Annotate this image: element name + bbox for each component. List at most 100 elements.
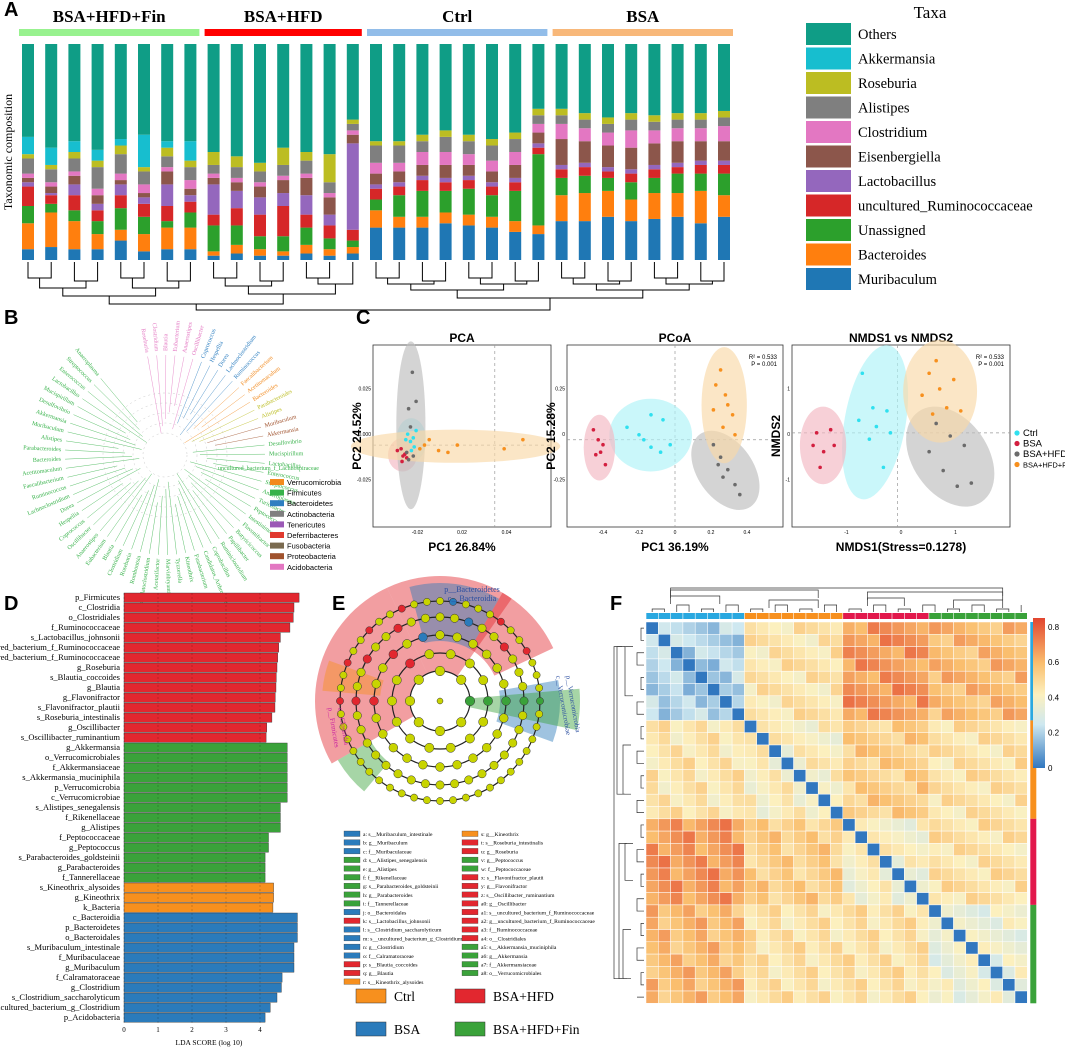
heatmap-cell	[682, 855, 696, 869]
heatmap-cell	[744, 757, 757, 770]
bar-segment	[439, 164, 452, 178]
bar-segment	[138, 251, 150, 260]
heatmap-cell	[682, 646, 696, 660]
heatmap-cell	[756, 658, 770, 672]
y-tick-label: 0.25	[555, 387, 565, 393]
heatmap-cell	[793, 941, 807, 955]
heatmap-cell	[707, 867, 721, 881]
dendrogram-link	[774, 604, 788, 612]
clade-node	[388, 743, 398, 753]
heatmap-cell	[694, 769, 708, 783]
heatmap-cell	[928, 941, 942, 955]
heatmap-cell	[953, 855, 967, 869]
heatmap-cell	[645, 658, 659, 672]
bar-segment	[91, 167, 104, 189]
heatmap-cell	[744, 793, 757, 807]
legend-label: Others	[858, 27, 897, 43]
bar-segment	[671, 162, 684, 168]
bar-segment	[718, 173, 730, 196]
heatmap-cell	[879, 953, 893, 967]
y-tick-label: 0	[562, 432, 565, 438]
clade-key-label: u: g__Roseburia	[481, 849, 518, 855]
clade-node	[352, 711, 362, 721]
scatter-point	[408, 439, 413, 444]
heatmap-cell	[842, 843, 856, 856]
bar-segment	[555, 139, 568, 165]
panel-letter-d: D	[4, 593, 18, 615]
clade-node	[375, 617, 383, 626]
heatmap-cell	[830, 818, 844, 832]
heatmap-cell	[719, 867, 733, 881]
bar-segment	[393, 162, 406, 172]
heatmap-cell	[805, 806, 819, 820]
heatmap-cell	[744, 880, 757, 893]
heatmap-cell	[768, 867, 782, 881]
heatmap-cell	[781, 707, 794, 721]
dendrogram-link	[640, 775, 644, 789]
dendrogram-link	[27, 270, 52, 279]
heatmap-cell	[1002, 953, 1016, 967]
scatter-point	[814, 431, 819, 435]
clade-node	[413, 674, 424, 685]
bar-segment	[671, 119, 684, 129]
bar-segment	[114, 240, 127, 260]
lda-bar	[123, 882, 274, 893]
bar-segment	[648, 115, 661, 122]
scatter-point	[955, 484, 960, 489]
tree-branch	[158, 495, 163, 555]
heatmap-cell	[940, 830, 954, 844]
clade-node	[343, 658, 352, 667]
heatmap-cell	[645, 781, 659, 795]
clade-node	[536, 697, 544, 705]
bar-segment	[625, 44, 638, 114]
heatmap-cell	[928, 978, 942, 992]
clade-key-label: t: s__Roseburia_intestinalis	[481, 841, 543, 847]
legend-label: uncultured_Ruminococcaceae	[858, 199, 1033, 215]
bar-segment	[161, 184, 174, 206]
heatmap-cell	[707, 978, 721, 992]
clade-key-swatch	[343, 883, 361, 889]
dendrogram-link	[670, 595, 721, 604]
lda-bar-label: s_uncultured_bacterium_g_Clostridium	[0, 1002, 120, 1012]
bar-segment	[416, 141, 429, 152]
bar-segment	[91, 188, 104, 196]
group-legend-label: BSA+HFD	[493, 989, 554, 1004]
scatter-point	[941, 468, 945, 473]
heatmap-cell	[965, 757, 979, 770]
clade-node	[501, 696, 511, 706]
heatmap-cell	[830, 953, 844, 967]
heatmap-cell	[953, 646, 967, 660]
stat-r2: R² = 0.533	[976, 355, 1005, 361]
bar-segment	[161, 44, 174, 142]
heatmap-cell	[744, 683, 757, 697]
lda-bar	[123, 702, 276, 713]
heatmap-cell	[658, 621, 671, 635]
heatmap-cell	[965, 806, 979, 820]
heatmap-cell	[744, 658, 757, 672]
phylum-legend-label: Deferribacteres	[287, 531, 339, 540]
lda-bar	[123, 912, 298, 923]
clade-key-label: q: g__Blautia	[363, 971, 394, 977]
heatmap-cell	[904, 916, 917, 930]
heatmap-cell	[682, 953, 696, 967]
heatmap-cell	[682, 670, 696, 684]
clade-node	[449, 796, 457, 804]
bar-segment	[138, 134, 150, 168]
dendrogram-link	[640, 677, 644, 690]
heatmap-cell	[891, 683, 905, 697]
heatmap-cell	[867, 781, 880, 795]
heatmap-cell	[904, 966, 917, 979]
heatmap-cell	[953, 806, 967, 820]
heatmap-cell	[817, 867, 831, 881]
heatmap-cell	[916, 720, 930, 733]
tree-branch	[186, 380, 233, 432]
scatter-legend-label: Ctrl	[1023, 428, 1038, 439]
scatter-point	[642, 437, 646, 442]
lda-bar	[123, 712, 273, 723]
heatmap-cell	[1014, 621, 1028, 635]
bar-segment	[462, 225, 475, 260]
scatter-point	[598, 450, 603, 455]
scatter-point	[412, 445, 417, 449]
lda-bar	[123, 692, 276, 703]
clade-key-label: a7: f__Akkermansiaceae	[481, 962, 537, 969]
